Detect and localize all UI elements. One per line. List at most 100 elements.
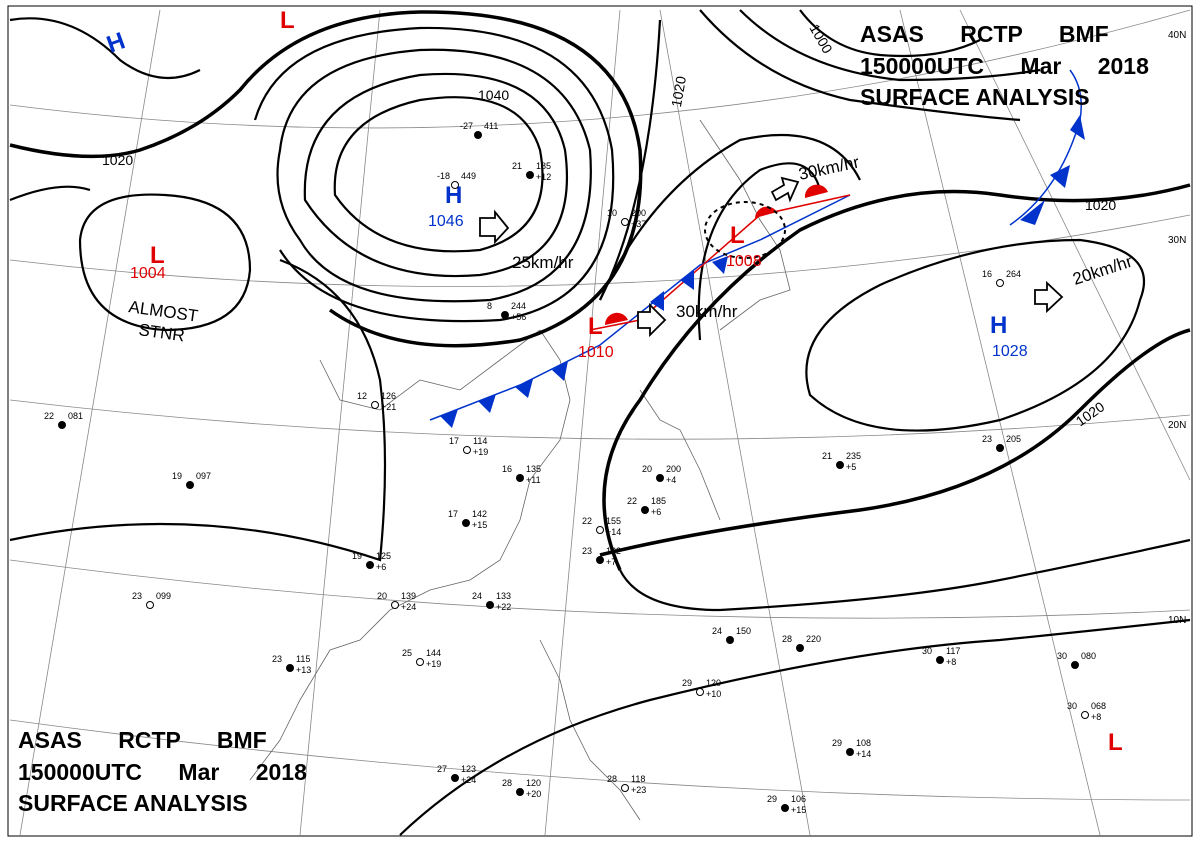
station-tendency: +56 [511,312,526,322]
header-line: SURFACE ANALYSIS [860,84,1090,110]
low-value: 1004 [130,265,166,282]
low-center: L [1108,729,1123,756]
station-temp: 17 [449,436,459,446]
station-symbol [501,311,509,319]
station-symbol [846,748,854,756]
station-temp: 19 [352,551,362,561]
station-temp: 23 [132,591,142,601]
station-temp: 10 [607,208,617,218]
station-symbol [996,279,1004,287]
latitude-label: 30N [1168,235,1186,246]
station-temp: 30 [1057,651,1067,661]
header-line: 150000UTC Mar 2018 [18,759,307,785]
station-pressure: 108 [856,738,871,748]
station-pressure: 133 [496,591,511,601]
station-tendency: +23 [631,785,646,795]
station-symbol [416,658,424,666]
station-symbol [696,688,704,696]
high-center: H [990,312,1007,339]
station-temp: 24 [472,591,482,601]
station-tendency: +22 [496,602,511,612]
station-pressure: 200 [666,464,681,474]
station-symbol [451,181,459,189]
station-pressure: 118 [631,774,645,784]
station-symbol [516,474,524,482]
station-pressure: 114 [473,436,487,446]
station-pressure: 220 [806,634,821,644]
station-temp: 25 [402,648,412,658]
station-tendency: +12 [536,172,551,182]
station-temp: 20 [642,464,652,474]
station-pressure: 132 [606,546,621,556]
station-symbol [1071,661,1079,669]
station-temp: -27 [460,121,473,131]
motion-arrows [479,176,1064,338]
latitude-label: 20N [1168,420,1186,431]
low-value: 1008 [726,253,762,270]
graticule [9,9,1191,836]
station-symbol [1081,711,1089,719]
station-symbol [462,519,470,527]
motion-label: 25km/hr [512,253,574,272]
station-temp: 22 [44,411,54,421]
station-symbol [796,644,804,652]
station-tendency: +11 [526,475,541,485]
station-pressure: 080 [1081,651,1096,661]
station-tendency: +5 [846,462,856,472]
station-temp: 27 [437,764,447,774]
station-pressure: 235 [846,451,861,461]
station-pressure: 106 [791,794,806,804]
station-symbol [936,656,944,664]
notes: ALMOST STNR [127,297,199,345]
isobar-label: 1020 [668,75,689,109]
station-pressure: 135 [526,464,541,474]
station-pressure: 200 [631,208,646,218]
low-center: L [280,7,295,34]
station-tendency: +7 [606,557,616,567]
station-symbol [463,446,471,454]
station-tendency: +14 [856,749,871,759]
station-pressure: 068 [1091,701,1106,711]
header-bottom: ASAS RCTP BMF 150000UTC Mar 2018 SURFACE… [18,727,307,816]
station-pressure: 115 [296,654,310,664]
station-temp: 24 [712,626,722,636]
station-temp: -18 [437,171,450,181]
header-line: SURFACE ANALYSIS [18,790,248,816]
station-temp: 22 [627,496,637,506]
station-pressure: 449 [461,171,476,181]
station-temp: 22 [582,516,592,526]
station-symbol [186,481,194,489]
station-temp: 30 [922,646,932,656]
station-symbol [58,421,66,429]
station-symbol [516,788,524,796]
station-pressure: 120 [526,778,541,788]
station-pressure: 125 [376,551,391,561]
station-symbol [641,506,649,514]
station-temp: 23 [272,654,282,664]
station-symbol [781,804,789,812]
station-pressure: 126 [381,391,396,401]
station-pressure: 185 [536,161,551,171]
station-temp: 21 [512,161,522,171]
latitude-labels: 40N 30N 20N 10N [1168,30,1186,626]
station-temp: 23 [582,546,592,556]
station-tendency: +8 [1091,712,1101,722]
header-line: ASAS RCTP BMF [860,21,1109,47]
station-symbol [596,556,604,564]
station-pressure: 097 [196,471,211,481]
station-pressure: 120 [706,678,721,688]
station-pressure: 117 [946,646,960,656]
station-temp: 19 [172,471,182,481]
low-value: 1010 [578,344,614,361]
station-temp: 12 [357,391,367,401]
station-tendency: +6 [376,562,386,572]
high-value: 1028 [992,343,1028,360]
station-symbol [451,774,459,782]
station-pressure: 099 [156,591,171,601]
station-tendency: +13 [296,665,311,675]
station-pressure: 411 [484,121,498,131]
station-tendency: +10 [706,689,721,699]
low-center: L [730,222,745,249]
station-pressure: 144 [426,648,441,658]
station-pressure: 139 [401,591,416,601]
